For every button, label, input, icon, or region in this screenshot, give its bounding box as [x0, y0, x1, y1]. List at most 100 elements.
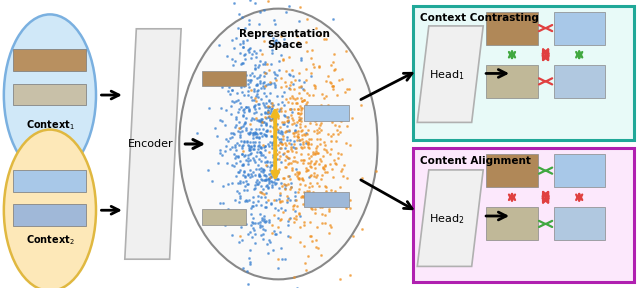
Point: [310, 149, 321, 153]
Point: [292, 174, 303, 178]
Point: [220, 149, 230, 154]
Point: [276, 146, 287, 150]
Point: [322, 169, 332, 174]
Point: [289, 274, 300, 279]
Point: [254, 179, 264, 184]
Point: [263, 111, 273, 116]
Point: [247, 115, 257, 120]
Point: [278, 56, 288, 61]
Point: [255, 58, 266, 63]
Point: [232, 189, 243, 193]
Point: [207, 179, 217, 184]
Point: [248, 170, 259, 174]
Point: [263, 82, 273, 86]
Point: [296, 99, 307, 103]
Point: [279, 182, 289, 186]
Point: [266, 163, 276, 167]
Point: [266, 201, 276, 205]
Point: [294, 187, 305, 191]
Point: [260, 147, 270, 152]
Point: [223, 89, 234, 93]
Point: [264, 177, 274, 181]
Point: [309, 109, 319, 113]
Point: [255, 10, 265, 14]
Point: [348, 234, 358, 238]
Text: Content Alignment: Content Alignment: [420, 156, 531, 166]
Point: [345, 197, 355, 202]
Point: [327, 119, 337, 124]
Point: [317, 154, 328, 158]
Point: [245, 230, 255, 234]
Point: [246, 171, 256, 176]
Point: [246, 204, 257, 209]
Point: [232, 109, 243, 114]
Point: [259, 86, 269, 91]
Point: [252, 131, 262, 136]
Point: [300, 183, 310, 187]
Point: [282, 219, 292, 223]
Point: [307, 73, 317, 78]
Point: [324, 111, 335, 115]
Point: [291, 130, 301, 134]
Point: [330, 162, 340, 166]
Point: [255, 144, 265, 149]
Point: [257, 133, 268, 138]
Point: [255, 119, 266, 123]
Point: [221, 144, 231, 149]
Point: [252, 134, 262, 139]
Point: [309, 129, 319, 134]
Point: [310, 151, 320, 156]
Point: [303, 140, 314, 145]
Point: [290, 158, 300, 163]
Point: [297, 194, 307, 198]
Point: [220, 223, 230, 227]
Point: [274, 150, 284, 154]
Point: [275, 106, 285, 110]
Point: [287, 166, 297, 171]
Point: [221, 54, 232, 58]
Point: [287, 100, 297, 105]
Point: [257, 117, 268, 122]
Point: [328, 199, 339, 204]
Point: [294, 118, 304, 123]
Point: [235, 51, 245, 55]
Point: [300, 39, 310, 44]
Point: [250, 131, 260, 136]
Point: [264, 68, 274, 73]
Point: [275, 193, 285, 197]
Point: [317, 204, 327, 209]
Point: [309, 84, 319, 88]
Point: [267, 179, 277, 184]
Point: [243, 78, 253, 83]
Point: [294, 170, 304, 175]
Point: [288, 73, 298, 78]
Point: [270, 232, 280, 237]
Point: [253, 143, 264, 148]
Point: [290, 194, 300, 198]
Point: [245, 262, 255, 266]
Point: [259, 120, 269, 125]
Point: [266, 182, 276, 187]
Point: [256, 166, 266, 170]
Point: [306, 56, 316, 60]
Point: [238, 108, 248, 112]
Point: [298, 140, 308, 145]
Point: [278, 152, 288, 156]
Point: [239, 109, 249, 114]
Point: [261, 178, 271, 182]
Point: [323, 132, 333, 137]
Point: [287, 122, 297, 127]
Point: [241, 73, 251, 77]
Point: [259, 192, 269, 197]
Point: [243, 85, 253, 90]
Point: [295, 122, 305, 127]
Point: [278, 37, 289, 41]
Point: [274, 137, 284, 142]
Point: [295, 116, 305, 121]
Point: [269, 116, 279, 120]
Point: [237, 172, 248, 177]
Point: [263, 142, 273, 147]
Point: [239, 154, 250, 158]
Point: [232, 170, 243, 175]
Point: [234, 26, 244, 30]
